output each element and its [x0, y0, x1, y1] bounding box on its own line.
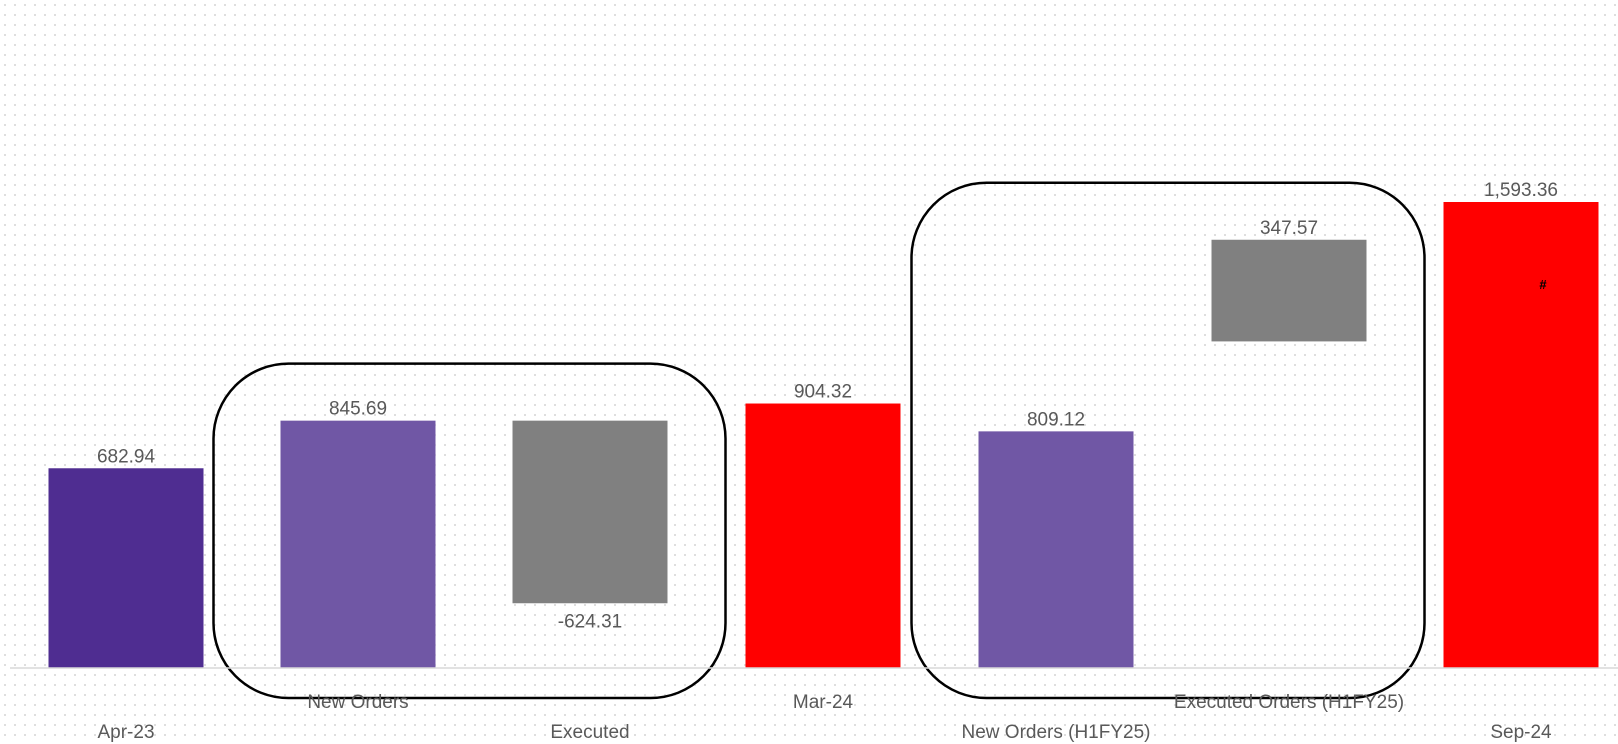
highlight-box-2 [910, 181, 1426, 700]
bar-new-orders [280, 420, 436, 668]
highlight-box-1 [212, 362, 727, 700]
bars [48, 202, 1599, 668]
value-label: 682.94 [97, 446, 156, 467]
bar-sep-24 [1443, 202, 1599, 668]
value-label: 845.69 [329, 399, 387, 420]
x-tick-label: New Orders [307, 692, 408, 713]
x-tick-label: Executed Orders (H1FY25) [1174, 692, 1404, 713]
x-tick-label: Sep-24 [1490, 722, 1552, 743]
value-label: -624.31 [558, 611, 622, 632]
value-label: 904.32 [794, 382, 852, 403]
bar-new-orders-h1fy25 [978, 431, 1134, 668]
bar-mar-24 [745, 403, 901, 668]
annotation-marker: # [1539, 277, 1547, 292]
value-label: 809.12 [1027, 409, 1085, 430]
highlight-boxes [212, 181, 1426, 700]
value-label: 347.57 [1260, 218, 1318, 239]
x-tick-label: Apr-23 [97, 722, 154, 743]
value-labels: 682.94 845.69 -624.31 904.32 809.12 347.57 1,5… [97, 180, 1558, 632]
bar-apr-23 [48, 468, 204, 668]
bar-executed [512, 420, 668, 604]
bar-executed-orders-h1fy25 [1211, 239, 1367, 342]
x-tick-labels: Apr-23 New Orders Executed Mar-24 New Orders… [97, 692, 1552, 743]
x-tick-label: New Orders (H1FY25) [962, 722, 1151, 743]
value-label: 1,593.36 [1484, 180, 1558, 201]
x-tick-label: Mar-24 [793, 692, 854, 713]
x-tick-label: Executed [550, 722, 629, 743]
